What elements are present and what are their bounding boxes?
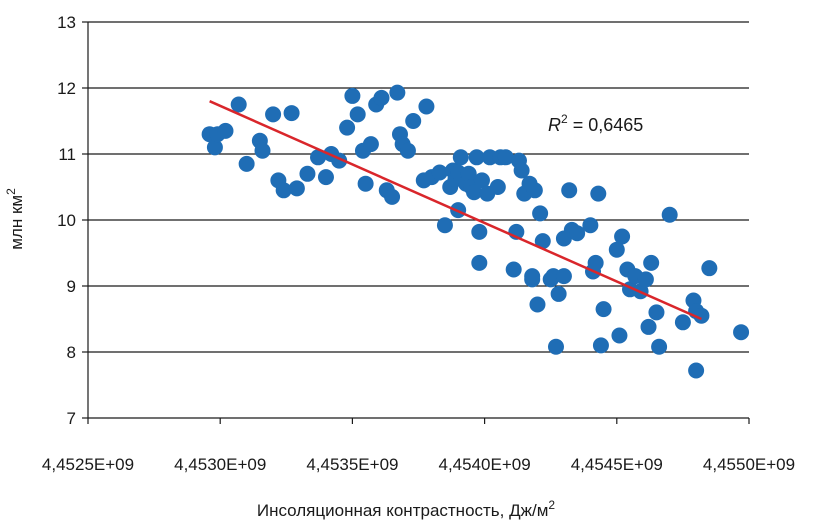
data-point bbox=[466, 184, 483, 201]
data-point bbox=[590, 185, 607, 202]
data-point bbox=[526, 182, 543, 199]
data-points bbox=[201, 84, 750, 379]
data-point bbox=[206, 139, 223, 156]
r-squared-annotation: R2 = 0,6465 bbox=[548, 112, 643, 135]
trendline-group bbox=[209, 100, 702, 321]
data-point bbox=[217, 122, 234, 139]
x-tick-label: 4,4545E+09 bbox=[571, 455, 663, 474]
data-point bbox=[265, 106, 282, 123]
data-point bbox=[688, 362, 705, 379]
data-point bbox=[283, 105, 300, 122]
data-point bbox=[651, 338, 668, 355]
data-point bbox=[637, 271, 654, 288]
data-point bbox=[471, 223, 488, 240]
data-point bbox=[555, 268, 572, 285]
data-point bbox=[384, 188, 401, 205]
data-point bbox=[497, 149, 514, 166]
data-point bbox=[513, 162, 530, 179]
data-point bbox=[561, 182, 578, 199]
data-point bbox=[532, 205, 549, 222]
y-tick-label: 12 bbox=[57, 79, 76, 98]
data-point bbox=[608, 241, 625, 258]
data-point bbox=[643, 254, 660, 271]
grid-lines bbox=[88, 21, 749, 353]
data-point bbox=[399, 142, 416, 159]
data-point bbox=[436, 217, 453, 234]
x-tick-label: 4,4540E+09 bbox=[439, 455, 531, 474]
data-point bbox=[693, 307, 710, 324]
data-point bbox=[389, 84, 406, 101]
x-tick-label: 4,4550E+09 bbox=[703, 455, 795, 474]
data-point bbox=[648, 304, 665, 321]
data-point bbox=[582, 217, 599, 234]
data-point bbox=[529, 296, 546, 313]
y-axis-title: млн км2 bbox=[4, 188, 26, 250]
x-tick-label: 4,4530E+09 bbox=[174, 455, 266, 474]
data-point bbox=[674, 314, 691, 331]
data-point bbox=[310, 149, 327, 166]
y-tick-label: 7 bbox=[67, 409, 76, 428]
x-axis-title: Инсоляционная контрастность, Дж/м2 bbox=[257, 498, 556, 520]
data-point bbox=[317, 169, 334, 186]
data-point bbox=[471, 254, 488, 271]
data-point bbox=[344, 87, 361, 104]
data-point bbox=[299, 165, 316, 182]
data-point bbox=[701, 260, 718, 277]
data-point bbox=[373, 89, 390, 106]
data-point bbox=[595, 301, 612, 318]
data-point bbox=[587, 254, 604, 271]
data-point bbox=[505, 261, 522, 278]
data-point bbox=[614, 228, 631, 245]
x-tick-label: 4,4525E+09 bbox=[42, 455, 134, 474]
data-point bbox=[640, 318, 657, 335]
data-point bbox=[238, 155, 255, 172]
data-point bbox=[473, 172, 490, 189]
tick-labels: 7 8 9 10 11 12 13 4,4525E+09 4,4530E+09 4,4535E+0… bbox=[42, 13, 795, 474]
data-point bbox=[357, 175, 374, 192]
axes bbox=[82, 21, 750, 424]
y-tick-label: 8 bbox=[67, 343, 76, 362]
data-point bbox=[460, 165, 477, 182]
data-point bbox=[275, 182, 292, 199]
y-tick-label: 9 bbox=[67, 277, 76, 296]
data-point bbox=[288, 180, 305, 197]
data-point bbox=[254, 142, 271, 159]
y-tick-label: 13 bbox=[57, 13, 76, 32]
data-point bbox=[534, 233, 551, 250]
data-point bbox=[431, 164, 448, 181]
data-point bbox=[349, 106, 366, 123]
data-point bbox=[524, 268, 541, 285]
data-point bbox=[569, 225, 586, 242]
data-point bbox=[339, 119, 356, 136]
data-point bbox=[733, 324, 750, 341]
data-point bbox=[452, 149, 469, 166]
data-point bbox=[592, 337, 609, 354]
data-point bbox=[468, 149, 485, 166]
data-point bbox=[489, 179, 506, 195]
x-tick-label: 4,4535E+09 bbox=[306, 455, 398, 474]
data-point bbox=[661, 206, 678, 223]
data-point bbox=[362, 136, 379, 153]
data-point bbox=[611, 327, 628, 344]
y-tick-label: 11 bbox=[58, 145, 76, 164]
data-point bbox=[547, 338, 564, 355]
data-point bbox=[550, 285, 567, 302]
trendline bbox=[209, 100, 702, 321]
data-point bbox=[405, 113, 422, 129]
data-point bbox=[230, 96, 247, 113]
data-point bbox=[418, 98, 435, 115]
y-tick-label: 10 bbox=[57, 211, 76, 230]
